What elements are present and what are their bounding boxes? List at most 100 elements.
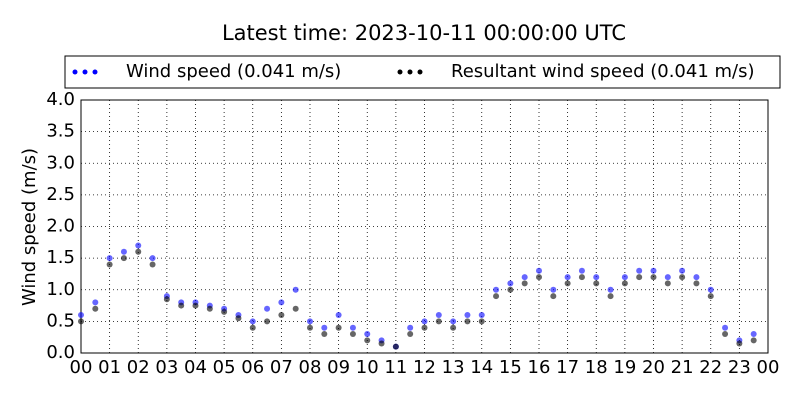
point <box>493 293 500 300</box>
point <box>750 331 757 338</box>
point <box>722 324 729 331</box>
point <box>722 331 729 338</box>
point <box>264 318 271 325</box>
point <box>450 318 457 325</box>
x-tick-label: 15 <box>499 357 522 378</box>
y-tick-label: 0.0 <box>46 342 75 363</box>
point <box>206 305 213 312</box>
point <box>679 267 686 274</box>
point <box>335 312 342 319</box>
point <box>321 331 328 338</box>
point <box>249 318 256 325</box>
point <box>192 302 199 309</box>
x-tick-label: 03 <box>155 357 178 378</box>
point <box>593 274 600 281</box>
point <box>536 267 542 274</box>
point <box>135 248 142 255</box>
legend-marker <box>72 69 78 75</box>
legend-marker <box>397 69 403 75</box>
x-tick-label: 22 <box>699 357 722 378</box>
x-tick-label: 02 <box>127 357 150 378</box>
point <box>550 286 557 293</box>
point <box>693 274 700 281</box>
point <box>421 324 428 331</box>
y-tick-label: 0.5 <box>46 310 75 331</box>
point <box>120 248 127 255</box>
legend-marker <box>92 69 98 75</box>
x-tick-label: 04 <box>184 357 207 378</box>
point <box>392 343 399 350</box>
point <box>78 318 84 325</box>
point <box>707 286 714 293</box>
point <box>92 299 99 306</box>
point <box>664 274 671 281</box>
point <box>707 293 714 300</box>
point <box>636 274 643 281</box>
point <box>564 274 571 281</box>
point <box>435 312 442 319</box>
point <box>521 280 528 287</box>
point <box>664 280 671 287</box>
point <box>464 318 471 325</box>
point <box>106 255 113 262</box>
point <box>693 280 700 287</box>
point <box>435 318 442 325</box>
x-tick-label: 12 <box>413 357 436 378</box>
point <box>478 312 485 319</box>
point <box>564 280 571 287</box>
point <box>135 242 142 249</box>
point <box>278 312 285 319</box>
x-tick-label: 11 <box>384 357 407 378</box>
point <box>92 305 99 312</box>
point <box>578 274 585 281</box>
point <box>349 324 356 331</box>
point <box>335 324 342 331</box>
x-tick-label: 17 <box>556 357 579 378</box>
x-tick-label: 00 <box>70 357 93 378</box>
x-tick-label: 21 <box>671 357 694 378</box>
point <box>178 302 185 309</box>
legend-marker <box>417 69 423 75</box>
x-tick-label: 01 <box>98 357 121 378</box>
point <box>507 286 514 293</box>
y-tick-label: 3.5 <box>46 121 75 142</box>
point <box>650 267 657 274</box>
y-tick-label: 1.0 <box>46 279 75 300</box>
point <box>636 267 643 274</box>
point <box>364 331 371 338</box>
point <box>292 305 299 312</box>
point <box>364 337 371 344</box>
point <box>607 293 614 300</box>
x-tick-label: 07 <box>270 357 293 378</box>
point <box>464 312 471 319</box>
y-tick-label: 4.0 <box>46 89 75 110</box>
legend-marker <box>82 69 88 75</box>
x-tick-label: 18 <box>585 357 608 378</box>
x-tick-label: 23 <box>728 357 751 378</box>
point <box>407 331 414 338</box>
point <box>607 286 614 293</box>
point <box>378 340 385 347</box>
point <box>736 340 743 347</box>
legend-label: Resultant wind speed (0.041 m/s) <box>451 61 755 82</box>
point <box>149 255 156 262</box>
point <box>550 293 557 300</box>
point <box>593 280 600 287</box>
legend-label: Wind speed (0.041 m/s) <box>126 61 341 82</box>
point <box>221 308 228 315</box>
point <box>163 296 170 303</box>
point <box>249 324 256 331</box>
y-tick-label: 1.5 <box>46 247 75 268</box>
point <box>621 280 628 287</box>
point <box>621 274 628 281</box>
point <box>478 318 485 325</box>
point <box>493 286 500 293</box>
x-tick-label: 14 <box>470 357 493 378</box>
point <box>421 318 428 325</box>
point <box>78 312 84 319</box>
point <box>264 305 271 312</box>
y-tick-label: 2.5 <box>46 184 75 205</box>
y-tick-label: 3.0 <box>46 152 75 173</box>
point <box>679 274 686 281</box>
